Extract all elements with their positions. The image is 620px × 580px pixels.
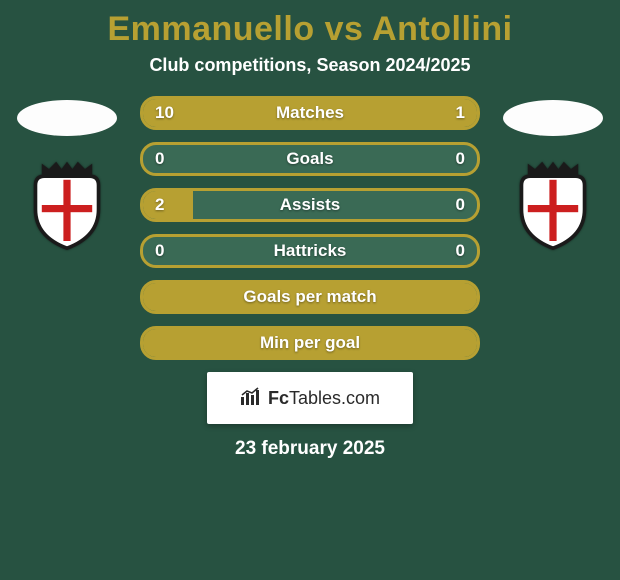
stat-label: Hattricks	[143, 237, 477, 265]
stat-bars: Matches101Goals00Assists20Hattricks00Goa…	[140, 96, 480, 360]
shield-icon	[508, 160, 598, 250]
stat-label: Matches	[143, 99, 477, 127]
badge-text: FcTables.com	[268, 388, 380, 409]
subtitle: Club competitions, Season 2024/2025	[0, 55, 620, 76]
page-title: Emmanuello vs Antollini	[0, 10, 620, 49]
stat-row: Goals0 0	[140, 142, 480, 176]
stat-value-left: 10	[155, 99, 174, 127]
stat-value-left: 2	[155, 191, 164, 219]
stat-value-right: 0	[456, 145, 465, 173]
source-badge[interactable]: FcTables.com	[207, 372, 413, 424]
stat-row: Min per goal	[140, 326, 480, 360]
stat-row: Assists2 0	[140, 188, 480, 222]
stat-value-left: 0	[155, 145, 164, 173]
title-vs: vs	[325, 10, 364, 48]
stat-value-right: 1	[456, 99, 465, 127]
stat-value-left: 0	[155, 237, 164, 265]
chart-icon	[240, 387, 262, 410]
stat-row: Matches10 1	[140, 96, 480, 130]
stat-row: Goals per match	[140, 280, 480, 314]
player-photo-left	[17, 100, 117, 136]
comparison-card: Emmanuello vs Antollini Club competition…	[0, 0, 620, 580]
stat-label: Assists	[143, 191, 477, 219]
club-logo-right	[508, 160, 598, 250]
title-right: Antollini	[372, 10, 512, 48]
comparison-layout: Matches101Goals00Assists20Hattricks00Goa…	[0, 96, 620, 360]
badge-bold: Fc	[268, 388, 289, 408]
shield-icon	[22, 160, 112, 250]
badge-rest: Tables.com	[289, 388, 380, 408]
title-left: Emmanuello	[107, 10, 314, 48]
stat-label: Goals	[143, 145, 477, 173]
player-photo-right	[503, 100, 603, 136]
stat-value-right: 0	[456, 191, 465, 219]
date-text: 23 february 2025	[0, 438, 620, 460]
stat-label: Goals per match	[143, 283, 477, 311]
stat-row: Hattricks0 0	[140, 234, 480, 268]
right-side	[498, 96, 608, 250]
club-logo-left	[22, 160, 112, 250]
left-side	[12, 96, 122, 250]
stat-value-right: 0	[456, 237, 465, 265]
stat-label: Min per goal	[143, 329, 477, 357]
